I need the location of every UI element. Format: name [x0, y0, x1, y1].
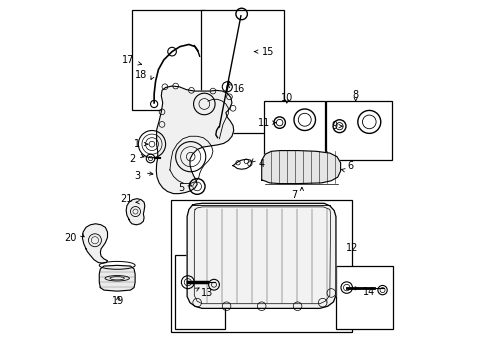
- Bar: [325, 101, 391, 160]
- Bar: [131, 10, 204, 110]
- Text: 8: 8: [352, 90, 358, 100]
- Bar: [171, 200, 351, 332]
- Text: 12: 12: [345, 243, 358, 253]
- Text: 10: 10: [280, 93, 292, 103]
- Text: 6: 6: [347, 161, 353, 171]
- Text: 4: 4: [258, 159, 264, 169]
- Text: 7: 7: [291, 190, 297, 200]
- Text: 11: 11: [258, 118, 270, 128]
- Bar: [335, 266, 392, 329]
- Text: 1: 1: [134, 139, 140, 149]
- Bar: [174, 255, 224, 329]
- Polygon shape: [99, 265, 135, 291]
- Text: 9: 9: [330, 121, 336, 131]
- Text: 16: 16: [233, 84, 245, 94]
- Text: 21: 21: [120, 194, 132, 204]
- Text: 15: 15: [261, 46, 274, 57]
- Text: 13: 13: [201, 288, 213, 298]
- Polygon shape: [156, 86, 233, 194]
- Text: 3: 3: [134, 171, 140, 181]
- Text: 19: 19: [112, 296, 124, 306]
- Text: 5: 5: [178, 183, 184, 193]
- Text: 2: 2: [129, 154, 135, 164]
- Polygon shape: [126, 199, 144, 225]
- Polygon shape: [261, 150, 340, 184]
- Text: 14: 14: [362, 287, 374, 297]
- Text: 18: 18: [134, 70, 147, 80]
- Text: 17: 17: [122, 55, 134, 65]
- Polygon shape: [187, 203, 335, 309]
- Polygon shape: [82, 224, 107, 263]
- Bar: [264, 101, 325, 160]
- Bar: [201, 10, 284, 134]
- Text: 20: 20: [64, 233, 77, 243]
